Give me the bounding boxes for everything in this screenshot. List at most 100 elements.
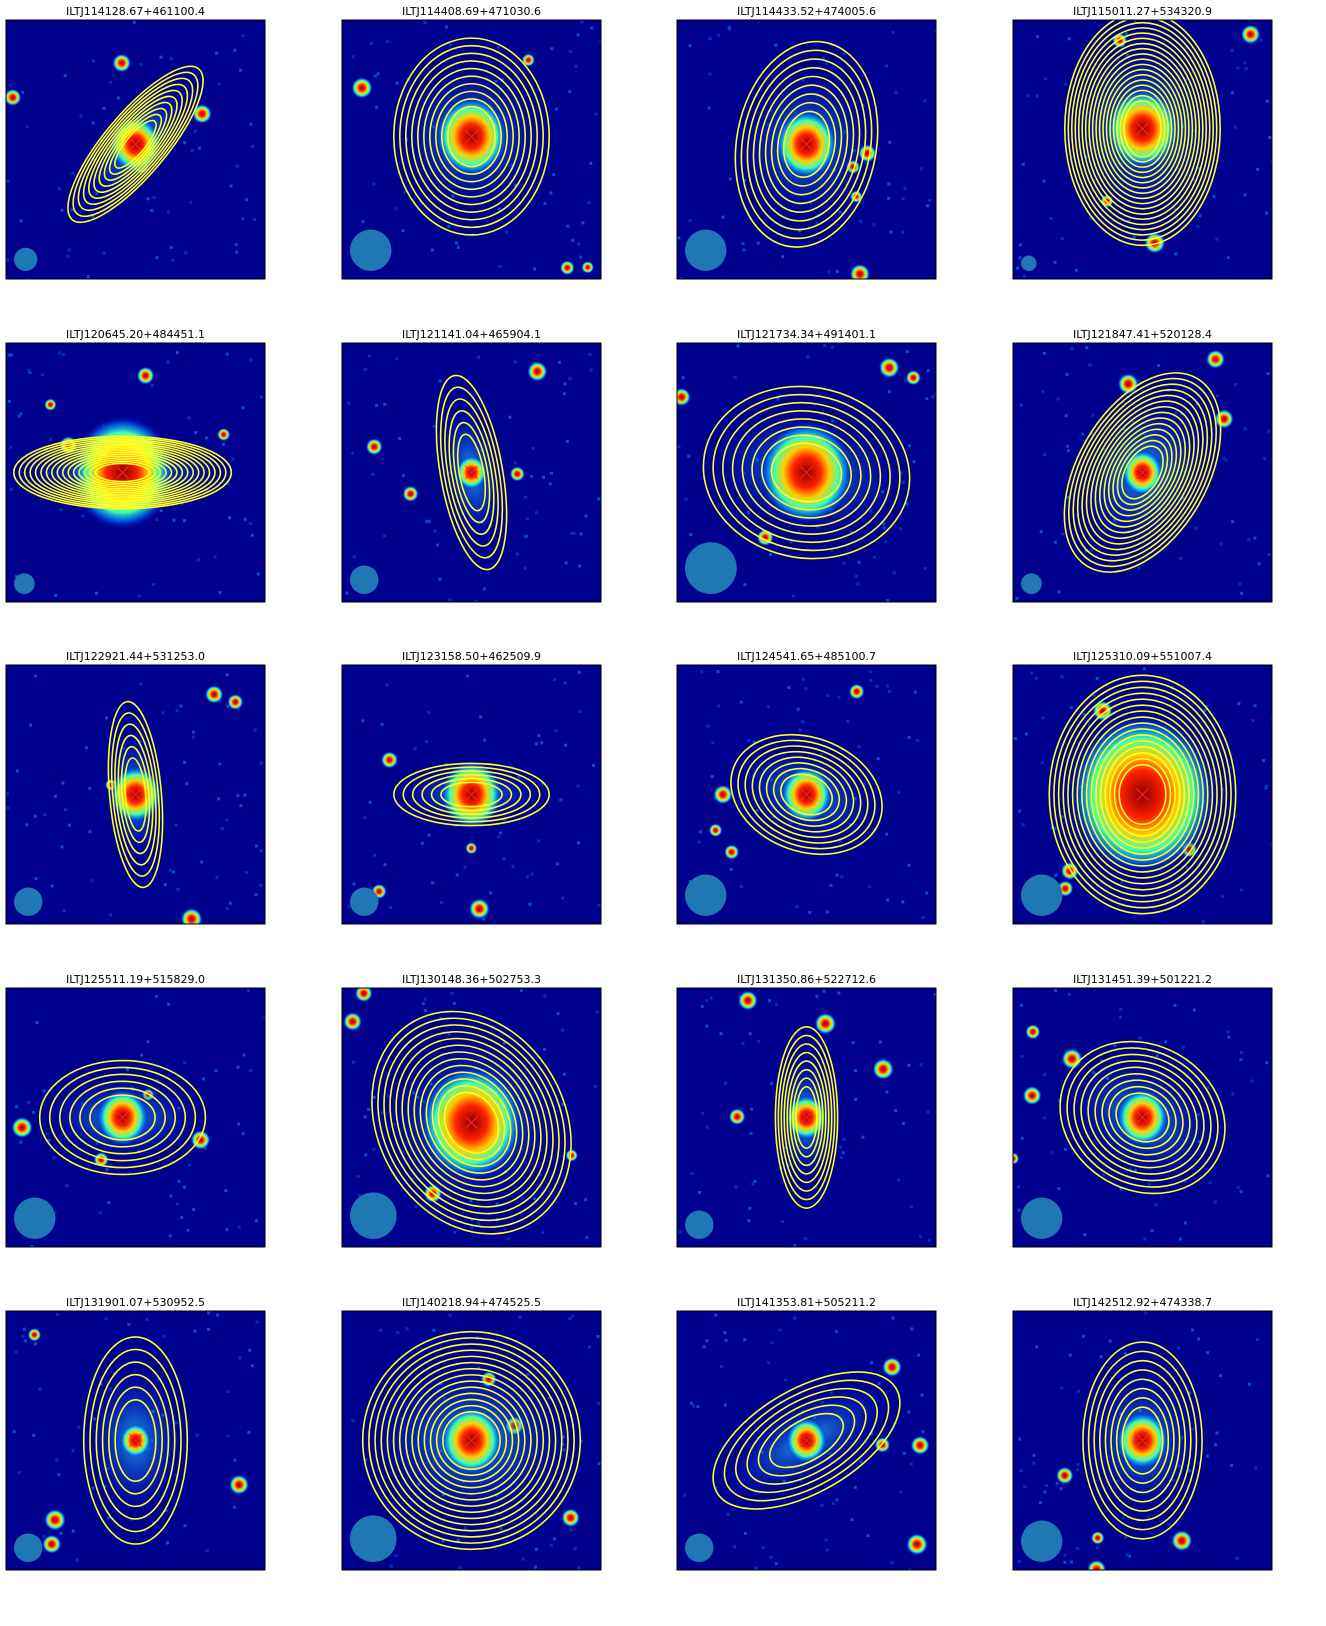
radio-contour (1048, 674, 1237, 915)
noise-pixel (476, 1221, 480, 1225)
noise-pixel (361, 719, 365, 723)
noise-pixel (768, 999, 772, 1003)
noise-pixel (857, 560, 861, 564)
field-source (559, 260, 575, 276)
noise-pixel (1144, 1311, 1148, 1315)
noise-pixel (1239, 888, 1243, 892)
panel-frame (341, 19, 602, 280)
noise-pixel (1206, 1351, 1210, 1355)
noise-pixel (193, 1329, 197, 1333)
noise-pixel (1260, 38, 1264, 42)
radio-contour (95, 1361, 176, 1520)
panel (677, 343, 936, 602)
noise-pixel (19, 412, 23, 416)
noise-pixel (1214, 1443, 1218, 1447)
radio-contour (1105, 73, 1180, 184)
noise-pixel (372, 1147, 376, 1151)
noise-pixel (719, 1032, 723, 1036)
noise-pixel (690, 1401, 694, 1405)
noise-pixel (742, 248, 746, 252)
noise-pixel (506, 1237, 510, 1241)
radio-contour (1081, 394, 1204, 551)
panel (1013, 988, 1272, 1247)
noise-pixel (127, 1323, 131, 1327)
noise-pixel (1081, 432, 1085, 436)
noise-pixel (593, 1084, 597, 1088)
noise-pixel (1266, 1174, 1270, 1178)
noise-pixel (587, 201, 591, 205)
noise-pixel (909, 1205, 913, 1209)
noise-pixel (815, 994, 819, 998)
noise-pixel (59, 1531, 63, 1535)
noise-pixel (542, 475, 546, 479)
field-source (402, 485, 419, 502)
noise-pixel (367, 1107, 371, 1111)
noise-pixel (430, 248, 434, 252)
noise-pixel (6, 792, 10, 796)
radio-contour (1085, 400, 1200, 545)
noise-pixel (188, 1163, 192, 1167)
radio-contour (752, 66, 861, 222)
noise-pixel (1069, 706, 1073, 710)
noise-pixel (109, 1164, 113, 1168)
radio-contour (1071, 704, 1214, 885)
radio-contour (1090, 405, 1195, 540)
noise-pixel (714, 1313, 718, 1317)
noise-pixel (681, 376, 685, 380)
panel-frame (676, 987, 937, 1248)
panel-frame (341, 987, 602, 1248)
noise-pixel (784, 1378, 788, 1382)
radio-contour (757, 1404, 856, 1477)
radio-contour (782, 110, 831, 178)
noise-pixel (373, 853, 377, 857)
noise-pixel (1270, 843, 1272, 847)
noise-pixel (596, 1334, 600, 1338)
radio-contour (380, 1349, 563, 1532)
radio-contour (780, 773, 833, 816)
noise-pixel (1055, 1482, 1059, 1486)
panel-title: ILTJ121734.34+491401.1 (737, 328, 876, 341)
field-source (1013, 1152, 1020, 1165)
noise-pixel (423, 997, 427, 1001)
noise-pixel (194, 431, 198, 435)
noise-pixel (1083, 1233, 1087, 1237)
radio-contour (1112, 84, 1173, 174)
radio-contour (712, 393, 901, 552)
noise-pixel (710, 774, 714, 778)
radio-contour (737, 739, 876, 850)
noise-pixel (1205, 1454, 1209, 1458)
noise-pixel (901, 230, 905, 234)
noise-pixel (1256, 167, 1260, 171)
noise-pixel (420, 841, 424, 845)
noise-pixel (578, 709, 582, 713)
noise-pixel (921, 916, 925, 920)
radio-contour (789, 1068, 824, 1167)
radio-contour (1115, 1092, 1170, 1143)
noise-pixel (168, 1234, 172, 1238)
noise-pixel (1137, 566, 1141, 570)
noise-pixel (388, 906, 392, 910)
noise-pixel (854, 574, 858, 578)
noise-pixel (835, 269, 839, 273)
noise-pixel (505, 230, 509, 234)
radio-contour (430, 777, 513, 812)
noise-pixel (249, 358, 253, 362)
radio-contour (87, 89, 184, 200)
noise-pixel (66, 254, 70, 258)
field-source (906, 1533, 928, 1556)
noise-pixel (891, 1316, 895, 1320)
noise-pixel (228, 901, 232, 905)
noise-pixel (1061, 532, 1065, 536)
radio-contour (93, 95, 178, 193)
field-source (724, 844, 740, 860)
noise-pixel (530, 872, 534, 876)
noise-pixel (743, 583, 747, 587)
noise-pixel (905, 502, 909, 506)
noise-pixel (396, 1331, 400, 1335)
noise-pixel (94, 591, 98, 595)
noise-pixel (597, 903, 601, 907)
noise-pixel (1124, 1352, 1128, 1356)
noise-pixel (1215, 394, 1219, 398)
noise-pixel (499, 1526, 503, 1530)
